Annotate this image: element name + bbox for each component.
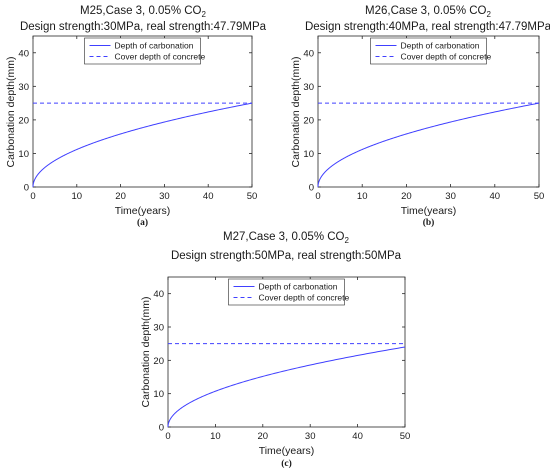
chart-title-text: M27,Case 3, 0.05% CO xyxy=(223,231,345,243)
legend-label: Cover depth of concrete xyxy=(259,293,350,303)
legend-label: Depth of carbonation xyxy=(115,41,194,51)
y-tick-label: 30 xyxy=(18,82,29,93)
chart-title-line1: M27,Case 3, 0.05% CO2 xyxy=(223,231,349,245)
x-tick-label: 0 xyxy=(30,191,35,202)
x-tick-label: 30 xyxy=(305,431,316,442)
x-tick-label: 50 xyxy=(400,431,411,442)
y-tick-label: 40 xyxy=(153,289,164,300)
x-tick-label: 50 xyxy=(534,191,545,202)
series-line-carbonation-depth xyxy=(32,102,253,188)
x-axis-label: Time(years) xyxy=(401,205,457,217)
legend-box xyxy=(370,37,487,65)
y-tick-label: 10 xyxy=(303,149,314,160)
series-line-carbonation-depth xyxy=(167,346,406,428)
y-tick-label: 10 xyxy=(18,149,29,160)
x-tick-label: 0 xyxy=(315,191,320,202)
y-axis-label: Carbonation depth(mm) xyxy=(290,57,302,168)
x-tick-label: 30 xyxy=(159,191,170,202)
y-tick-label: 20 xyxy=(153,356,164,367)
chart-panel-1: M25,Case 3, 0.05% CO2 Design strength:30M… xyxy=(5,5,267,228)
chart-title-line1: M26,Case 3, 0.05% CO2 xyxy=(365,5,491,19)
chart-title-text: M25,Case 3, 0.05% CO xyxy=(80,5,202,17)
y-tick-label: 0 xyxy=(159,423,164,434)
x-tick-label: 10 xyxy=(357,191,368,202)
y-tick-label: 0 xyxy=(309,183,314,194)
y-axis-label: Carbonation depth(mm) xyxy=(140,297,152,408)
chart-title-line1: M25,Case 3, 0.05% CO2 xyxy=(80,5,206,19)
legend-label: Depth of carbonation xyxy=(259,282,338,292)
x-tick-label: 40 xyxy=(352,431,363,442)
panel-label: (b) xyxy=(423,217,435,228)
panel-label: (c) xyxy=(281,458,292,469)
x-tick-label: 10 xyxy=(72,191,83,202)
y-tick-label: 20 xyxy=(303,115,314,126)
x-tick-label: 40 xyxy=(490,191,501,202)
series-line-carbonation-depth xyxy=(317,102,540,188)
y-tick-label: 20 xyxy=(18,115,29,126)
chart-subtitle: Design strength:40MPa, real strength:47.… xyxy=(305,21,550,33)
y-tick-label: 30 xyxy=(303,82,314,93)
y-axis-label: Carbonation depth(mm) xyxy=(5,57,17,168)
chart-title-subscript: 2 xyxy=(487,10,492,19)
legend-box xyxy=(84,37,201,65)
chart-title-subscript: 2 xyxy=(202,10,207,19)
legend-label: Cover depth of concrete xyxy=(115,52,206,62)
y-tick-label: 0 xyxy=(24,183,29,194)
x-tick-label: 40 xyxy=(203,191,214,202)
x-tick-label: 20 xyxy=(258,431,269,442)
legend-label: Cover depth of concrete xyxy=(401,52,492,62)
x-tick-label: 0 xyxy=(165,431,170,442)
legend-box xyxy=(228,278,345,306)
x-tick-label: 50 xyxy=(247,191,258,202)
x-axis-label: Time(years) xyxy=(259,445,315,457)
y-tick-label: 30 xyxy=(153,323,164,334)
y-tick-label: 40 xyxy=(303,48,314,59)
x-tick-label: 20 xyxy=(115,191,126,202)
y-tick-label: 40 xyxy=(18,48,29,59)
x-tick-label: 20 xyxy=(401,191,412,202)
y-tick-label: 10 xyxy=(153,389,164,400)
x-axis-label: Time(years) xyxy=(115,205,171,217)
chart-subtitle: Design strength:50MPa, real strength:50M… xyxy=(171,250,402,262)
chart-title-subscript: 2 xyxy=(345,236,350,245)
x-tick-label: 10 xyxy=(210,431,221,442)
x-tick-label: 30 xyxy=(445,191,456,202)
chart-subtitle: Design strength:30MPa, real strength:47.… xyxy=(20,21,267,33)
chart-panel-3: M27,Case 3, 0.05% CO2 Design strength:50M… xyxy=(140,231,410,469)
panel-label: (a) xyxy=(137,217,148,228)
chart-title-text: M26,Case 3, 0.05% CO xyxy=(365,5,487,17)
chart-panel-2: M26,Case 3, 0.05% CO2 Design strength:40M… xyxy=(290,5,550,228)
legend-label: Depth of carbonation xyxy=(401,41,480,51)
